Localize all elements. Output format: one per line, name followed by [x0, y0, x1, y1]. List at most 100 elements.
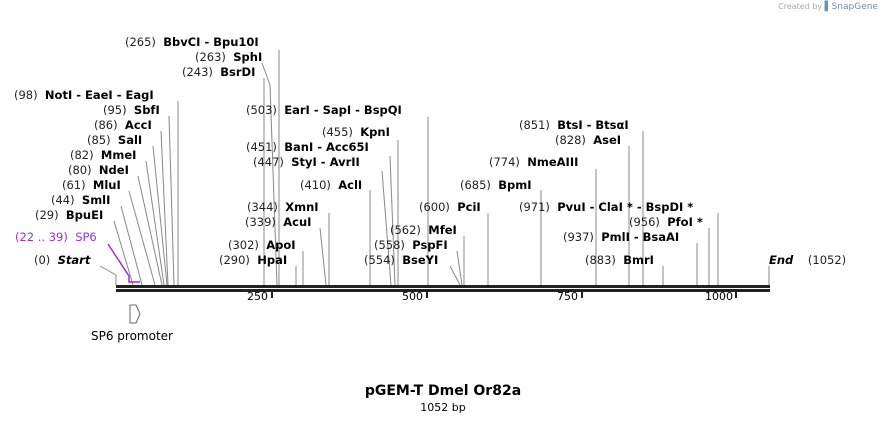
tick-label: 500	[402, 290, 423, 303]
site-position: (61)	[62, 178, 86, 192]
promoter-arrow-icon	[129, 304, 141, 324]
site-label[interactable]: (263) SphI	[195, 50, 262, 64]
site-name: StyI - AvrII	[291, 155, 360, 169]
site-label[interactable]: (29) BpuEI	[35, 208, 103, 222]
site-label[interactable]: (937) PmlI - BsaAI	[563, 230, 679, 244]
site-position: (243)	[182, 65, 213, 79]
end-position: (1052)	[807, 253, 847, 267]
site-label[interactable]: (558) PspFI	[374, 238, 448, 252]
site-position: (82)	[70, 148, 94, 162]
site-name: BsrDI	[220, 65, 256, 79]
site-name: MfeI	[428, 223, 457, 237]
site-name: SphI	[233, 50, 263, 64]
site-position: (503)	[246, 103, 277, 117]
site-position: (263)	[195, 50, 226, 64]
site-label[interactable]: (61) MluI	[62, 178, 121, 192]
site-position: (851)	[519, 118, 550, 132]
site-label[interactable]: (82) MmeI	[70, 148, 136, 162]
site-position: (410)	[300, 178, 331, 192]
site-name: KpnI	[360, 125, 390, 139]
site-position: (302)	[228, 238, 259, 252]
site-name: PmlI - BsaAI	[601, 230, 680, 244]
site-label[interactable]: (339) AcuI	[245, 215, 311, 229]
site-position: (956)	[629, 215, 660, 229]
site-position: (558)	[374, 238, 405, 252]
credit-brand: SnapGene	[831, 2, 878, 12]
site-name: NdeI	[98, 163, 129, 177]
site-position: (265)	[125, 35, 156, 49]
site-label[interactable]: (956) PfoI *	[629, 215, 703, 229]
site-label[interactable]: (503) EarI - SapI - BspQI	[246, 103, 402, 117]
site-label[interactable]: (447) StyI - AvrII	[253, 155, 360, 169]
end-name: End	[769, 253, 794, 267]
site-label[interactable]: (344) XmnI	[247, 200, 319, 214]
site-label[interactable]: (86) AccI	[94, 118, 152, 132]
start-label: (0) Start	[34, 253, 90, 267]
site-name: EarI - SapI - BspQI	[284, 103, 402, 117]
site-label[interactable]: (80) NdeI	[68, 163, 129, 177]
feature-name: SP6	[75, 230, 97, 244]
site-name: NmeAIII	[527, 155, 579, 169]
site-position: (447)	[253, 155, 284, 169]
site-label[interactable]: (44) SmlI	[51, 193, 110, 207]
site-label[interactable]: (243) BsrDI	[182, 65, 255, 79]
site-name: SalI	[117, 133, 143, 147]
credit-prefix: Created by	[778, 2, 823, 11]
site-label[interactable]: (883) BmrI	[585, 253, 654, 267]
site-label[interactable]: (290) HpaI	[219, 253, 287, 267]
snapgene-credit: Created by ▌SnapGene	[778, 2, 878, 12]
site-name: MmeI	[100, 148, 137, 162]
site-label[interactable]: (828) AseI	[555, 133, 621, 147]
snapgene-logo: ▌	[824, 2, 832, 12]
site-position: (600)	[419, 200, 450, 214]
site-name: SmlI	[81, 193, 111, 207]
site-position: (80)	[68, 163, 92, 177]
site-label[interactable]: (302) ApoI	[228, 238, 296, 252]
site-position: (937)	[563, 230, 594, 244]
site-label[interactable]: (98) NotI - EaeI - EagI	[14, 88, 154, 102]
site-label[interactable]: (455) KpnI	[322, 125, 390, 139]
site-label[interactable]: (685) BpmI	[460, 178, 532, 192]
site-label[interactable]: (562) MfeI	[390, 223, 457, 237]
tick-label: 1000	[705, 290, 733, 303]
site-label[interactable]: (410) AclI	[300, 178, 362, 192]
site-position: (451)	[246, 140, 277, 154]
site-name: SbfI	[133, 103, 160, 117]
site-label[interactable]: (971) PvuI - ClaI * - BspDI *	[519, 200, 693, 214]
site-position: (554)	[364, 253, 395, 267]
site-position: (95)	[103, 103, 127, 117]
site-position: (44)	[51, 193, 75, 207]
map-title: pGEM-T Dmel Or82a	[364, 383, 522, 399]
site-label[interactable]: (85) SalI	[87, 133, 142, 147]
map-length: 1052 bp	[420, 401, 466, 414]
site-position: (98)	[14, 88, 38, 102]
site-position: (86)	[94, 118, 118, 132]
site-position: (29)	[35, 208, 59, 222]
site-label[interactable]: (851) BtsI - BtsαI	[519, 118, 629, 132]
site-name: MluI	[92, 178, 121, 192]
sp6-promoter-label[interactable]: SP6 promoter	[91, 329, 173, 343]
site-name: PvuI - ClaI * - BspDI *	[557, 200, 694, 214]
site-name: BseYI	[402, 253, 439, 267]
site-position: (290)	[219, 253, 250, 267]
site-name: BtsI - BtsαI	[557, 118, 629, 132]
site-position: (971)	[519, 200, 550, 214]
site-name: PfoI *	[667, 215, 703, 229]
tick-label: 250	[247, 290, 268, 303]
site-label[interactable]: (95) SbfI	[103, 103, 160, 117]
site-label[interactable]: (600) PciI	[419, 200, 481, 214]
site-label[interactable]: (265) BbvCI - Bpu10I	[125, 35, 259, 49]
site-name: BmrI	[623, 253, 654, 267]
site-label[interactable]: (774) NmeAIII	[489, 155, 578, 169]
feature-label-sp6[interactable]: (22 .. 39) SP6	[15, 230, 97, 244]
site-position: (339)	[245, 215, 276, 229]
feature-position: (22 .. 39)	[15, 230, 68, 244]
site-name: BbvCI - Bpu10I	[163, 35, 259, 49]
site-label[interactable]: (554) BseYI	[364, 253, 438, 267]
site-name: AccI	[124, 118, 152, 132]
site-position: (85)	[87, 133, 111, 147]
site-name: NotI - EaeI - EagI	[44, 88, 154, 102]
site-label[interactable]: (451) BanI - Acc65I	[246, 140, 369, 154]
